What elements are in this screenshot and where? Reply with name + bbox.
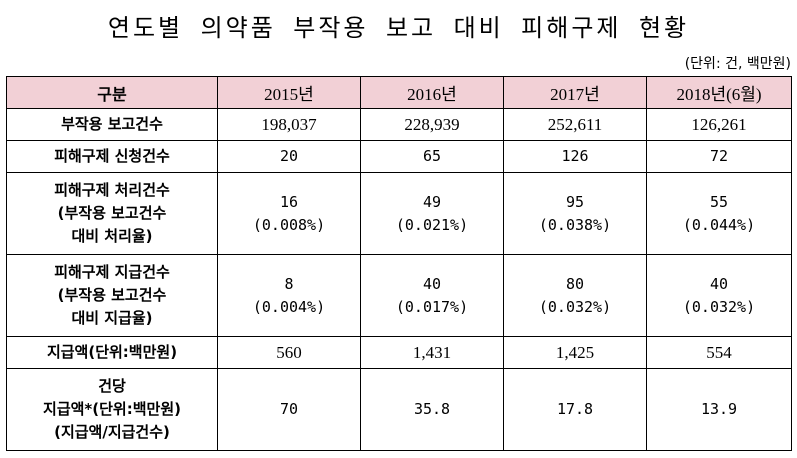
cell-value: 554 — [706, 342, 732, 362]
cell-value: 560 — [276, 342, 302, 362]
table-cell: 1,425 — [503, 336, 647, 369]
label-line: (부작용 보고건수 — [57, 204, 167, 222]
table-cell: 55 (0.044%) — [646, 172, 792, 255]
cell-percent: (0.044%) — [682, 215, 756, 234]
table-cell: 70 — [217, 368, 361, 451]
cell-value: 40 — [422, 274, 442, 293]
cell-value: 40 — [709, 274, 729, 293]
table-cell: 560 — [217, 336, 361, 369]
cell-value: 17.8 — [556, 400, 594, 418]
table-cell: 65 — [360, 140, 504, 173]
table-cell: 72 — [646, 140, 792, 173]
unit-note: (단위: 건, 백만원) — [684, 56, 791, 72]
cell-value: 70 — [279, 400, 299, 418]
table-cell: 13.9 — [646, 368, 792, 451]
table-row: 피해구제 신청건수 20 65 126 72 — [6, 140, 792, 173]
row-label: 부작용 보고건수 — [6, 108, 218, 141]
cell-percent: (0.032%) — [682, 297, 756, 316]
table-cell: 126 — [503, 140, 647, 173]
table-cell: 126,261 — [646, 108, 792, 141]
table-row: 건당 지급액*(단위:백만원) (지급액/지급건수) 70 35.8 17.8 … — [6, 368, 792, 451]
cell-value: 72 — [709, 147, 729, 165]
table-cell: 40 (0.017%) — [360, 254, 504, 337]
table-cell: 228,939 — [360, 108, 504, 141]
cell-value: 126,261 — [691, 114, 747, 134]
row-label: 피해구제 지급건수 (부작용 보고건수 대비 지급율) — [6, 254, 218, 337]
cell-value: 228,939 — [404, 114, 460, 134]
cell-value: 49 — [422, 192, 442, 211]
cell-value: 8 — [284, 274, 294, 293]
cell-percent: (0.008%) — [252, 215, 326, 234]
table-cell: 16 (0.008%) — [217, 172, 361, 255]
header-cell: 2015년 — [217, 76, 361, 109]
label-line: 건당 — [98, 377, 126, 395]
table-cell: 17.8 — [503, 368, 647, 451]
label-line: 대비 지급율) — [71, 309, 153, 327]
table-cell: 95 (0.038%) — [503, 172, 647, 255]
cell-value: 252,611 — [547, 114, 603, 134]
cell-value: 1,425 — [555, 342, 595, 362]
cell-value: 55 — [709, 192, 729, 211]
table-cell: 198,037 — [217, 108, 361, 141]
cell-value: 16 — [279, 192, 299, 211]
cell-percent: (0.038%) — [538, 215, 612, 234]
row-label: 지급액(단위:백만원) — [6, 336, 218, 369]
label-line: 피해구제 지급건수 — [54, 263, 170, 281]
header-row: 구분 2015년 2016년 2017년 2018년(6월) — [6, 76, 792, 109]
cell-percent: (0.004%) — [252, 297, 326, 316]
header-cell: 2016년 — [360, 76, 504, 109]
table-cell: 20 — [217, 140, 361, 173]
table-cell: 1,431 — [360, 336, 504, 369]
label-line: 지급액*(단위:백만원) — [43, 400, 181, 418]
header-cell: 2018년(6월) — [646, 76, 792, 109]
row-label: 피해구제 처리건수 (부작용 보고건수 대비 처리율) — [6, 172, 218, 255]
row-label: 건당 지급액*(단위:백만원) (지급액/지급건수) — [6, 368, 218, 451]
data-table: 구분 2015년 2016년 2017년 2018년(6월) 부작용 보고건수 … — [6, 76, 792, 451]
table-cell: 49 (0.021%) — [360, 172, 504, 255]
page-title: 연도별 의약품 부작용 보고 대비 피해구제 현황 — [107, 14, 690, 42]
table-row: 피해구제 지급건수 (부작용 보고건수 대비 지급율) 8 (0.004%) 4… — [6, 254, 792, 337]
label-line: 지급액(단위:백만원) — [46, 343, 178, 361]
cell-percent: (0.021%) — [395, 215, 469, 234]
table-row: 피해구제 처리건수 (부작용 보고건수 대비 처리율) 16 (0.008%) … — [6, 172, 792, 255]
header-cell: 2017년 — [503, 76, 647, 109]
cell-value: 126 — [561, 147, 589, 165]
label-line: 피해구제 신청건수 — [54, 147, 170, 165]
cell-value: 13.9 — [700, 400, 738, 418]
table-cell: 80 (0.032%) — [503, 254, 647, 337]
cell-value: 65 — [422, 147, 442, 165]
label-line: (부작용 보고건수 — [57, 286, 167, 304]
cell-value: 95 — [565, 192, 585, 211]
table-cell: 8 (0.004%) — [217, 254, 361, 337]
table-row: 부작용 보고건수 198,037 228,939 252,611 126,261 — [6, 108, 792, 141]
row-label: 피해구제 신청건수 — [6, 140, 218, 173]
label-line: 대비 처리율) — [71, 227, 153, 245]
table-cell: 554 — [646, 336, 792, 369]
header-cell: 구분 — [6, 76, 218, 109]
table-row: 지급액(단위:백만원) 560 1,431 1,425 554 — [6, 336, 792, 369]
table-cell: 252,611 — [503, 108, 647, 141]
label-line: (지급액/지급건수) — [54, 423, 170, 441]
cell-value: 1,431 — [412, 342, 452, 362]
label-line: 피해구제 처리건수 — [54, 181, 170, 199]
cell-value: 35.8 — [413, 400, 451, 418]
cell-value: 198,037 — [261, 114, 317, 134]
cell-value: 20 — [279, 147, 299, 165]
cell-value: 80 — [565, 274, 585, 293]
table-cell: 40 (0.032%) — [646, 254, 792, 337]
cell-percent: (0.032%) — [538, 297, 612, 316]
cell-percent: (0.017%) — [395, 297, 469, 316]
table-cell: 35.8 — [360, 368, 504, 451]
label-line: 부작용 보고건수 — [61, 115, 163, 133]
